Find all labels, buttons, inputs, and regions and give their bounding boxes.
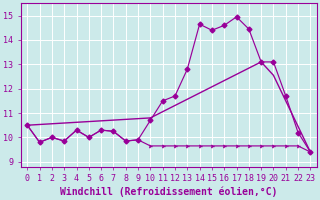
X-axis label: Windchill (Refroidissement éolien,°C): Windchill (Refroidissement éolien,°C): [60, 186, 277, 197]
